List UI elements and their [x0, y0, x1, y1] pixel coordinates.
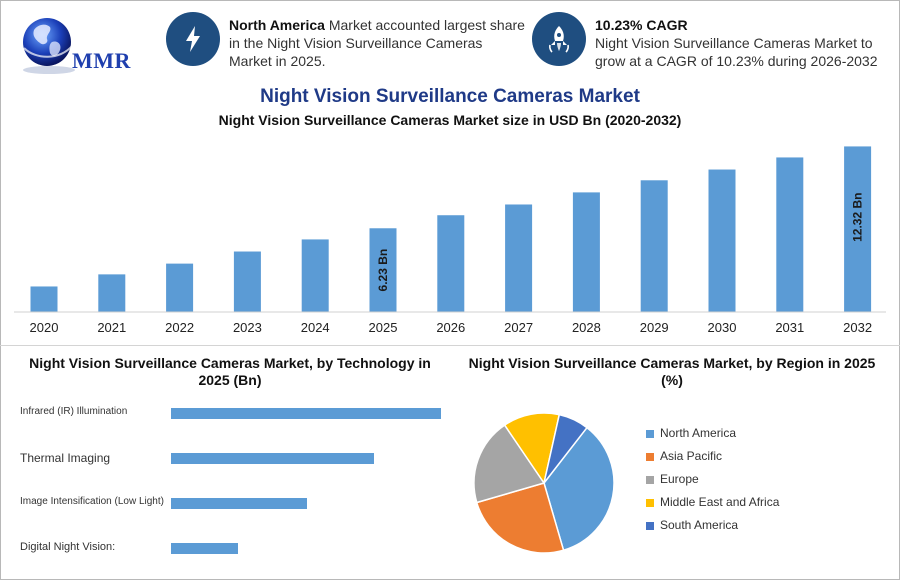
legend-label: Middle East and Africa: [660, 495, 780, 509]
bar-2027: [505, 204, 533, 312]
info-north-america-text: North America Market accounted largest s…: [229, 16, 529, 70]
info-north-america-body: Market accounted largest share in the Ni…: [229, 17, 525, 69]
tech-bar: [171, 498, 307, 509]
info-north-america: North America Market accounted largest s…: [166, 12, 526, 72]
info-cagr: 10.23% CAGR Night Vision Surveillance Cam…: [532, 12, 892, 72]
tech-label: Digital Night Vision:: [20, 541, 116, 553]
legend-swatch: [646, 453, 654, 461]
tech-label: Infrared (IR) Illumination: [20, 406, 128, 417]
bar-2021: [98, 274, 126, 312]
tech-label: Thermal Imaging: [20, 451, 111, 465]
info-cagr-text: 10.23% CAGR Night Vision Surveillance Cam…: [595, 16, 895, 70]
mmr-logo: MMR: [16, 12, 140, 78]
x-tick-label: 2024: [301, 320, 330, 335]
legend-label: South America: [660, 518, 739, 532]
legend-label: North America: [660, 426, 737, 440]
x-tick-label: 2032: [843, 320, 872, 335]
info-cagr-body: Night Vision Surveillance Cameras Market…: [595, 35, 878, 69]
tech-label: Image Intensification (Low Light): [20, 496, 164, 507]
bar-2029: [640, 180, 668, 312]
pie-slice: [543, 426, 615, 552]
lightning-icon-badge: [166, 12, 220, 66]
region-pie-chart: [473, 412, 615, 554]
x-tick-label: 2023: [233, 320, 262, 335]
bar-2030: [708, 169, 736, 312]
bar-2031: [776, 157, 804, 312]
tech-bar: [171, 543, 238, 554]
bar-2028: [572, 192, 600, 312]
legend-swatch: [646, 430, 654, 438]
pie-slice: [473, 424, 546, 504]
bar-2032: [844, 146, 872, 312]
globe-icon: [23, 18, 75, 74]
x-tick-label: 2030: [708, 320, 737, 335]
x-tick-label: 2025: [369, 320, 398, 335]
legend-swatch: [646, 499, 654, 507]
bar-2020: [30, 286, 58, 312]
info-north-america-bold: North America: [229, 17, 325, 33]
x-tick-label: 2029: [640, 320, 669, 335]
section-divider: [0, 345, 900, 346]
main-chart-title: Night Vision Surveillance Cameras Market: [260, 86, 640, 107]
x-tick-label: 2022: [165, 320, 194, 335]
rocket-icon: [549, 26, 569, 53]
bar-2026: [437, 215, 465, 312]
x-tick-label: 2021: [97, 320, 126, 335]
legend-swatch: [646, 476, 654, 484]
bar-2024: [301, 239, 329, 312]
bar-2022: [166, 263, 194, 312]
logo-text: MMR: [72, 48, 131, 73]
pie-slice: [543, 413, 588, 484]
x-tick-label: 2028: [572, 320, 601, 335]
tech-bar: [171, 408, 441, 419]
legend-swatch: [646, 522, 654, 530]
pie-slice: [475, 482, 565, 554]
data-label: 6.23 Bn: [376, 249, 390, 292]
pie-slice: [503, 412, 561, 485]
lightning-icon: [186, 26, 200, 52]
technology-chart-title: Night Vision Surveillance Cameras Market…: [29, 355, 431, 388]
x-tick-label: 2031: [775, 320, 804, 335]
tech-bar: [171, 453, 374, 464]
data-label: 12.32 Bn: [851, 193, 865, 242]
main-chart-subtitle: Night Vision Surveillance Cameras Market…: [218, 112, 682, 128]
market-size-bar-chart: 2020 2021 2022 2023 2024 2025 2026 2027 2028 2029…: [14, 146, 886, 335]
x-tick-label: 2027: [504, 320, 533, 335]
legend-label: Asia Pacific: [660, 449, 723, 463]
x-tick-label: 2020: [30, 320, 59, 335]
x-tick-label: 2026: [436, 320, 465, 335]
rocket-icon-badge: [532, 12, 586, 66]
region-chart-title: Night Vision Surveillance Cameras Market…: [468, 355, 876, 388]
info-cagr-bold: 10.23% CAGR: [595, 17, 688, 33]
bar-2025: [369, 228, 397, 312]
legend-label: Europe: [660, 472, 699, 486]
bar-2023: [233, 251, 261, 312]
